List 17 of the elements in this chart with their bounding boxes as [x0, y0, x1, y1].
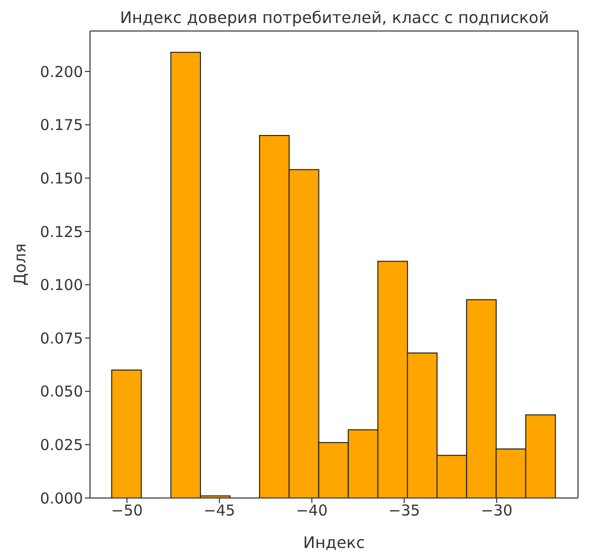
y-tick-label: 0.175: [40, 116, 83, 134]
x-tick-label: −35: [388, 502, 420, 520]
y-tick-label: 0.200: [40, 62, 83, 81]
x-tick-label: −45: [204, 502, 236, 520]
chart-title: Индекс доверия потребителей, класс с подпиской: [119, 8, 550, 29]
x-tick-label: −50: [111, 502, 143, 520]
y-tick-label: 0.100: [40, 276, 83, 294]
y-tick-label: 0.125: [40, 222, 83, 241]
x-tick-label: −30: [480, 502, 512, 520]
y-tick-label: 0.150: [40, 169, 83, 188]
x-tick-label: −40: [296, 502, 328, 520]
y-axis-title: Доля: [10, 243, 30, 286]
y-tick-label: 0.075: [40, 329, 83, 348]
x-axis-title: Индекс: [303, 533, 365, 552]
y-tick-label: 0.025: [40, 436, 83, 454]
y-tick-label: 0.000: [40, 489, 83, 508]
y-tick-label: 0.050: [40, 382, 83, 401]
